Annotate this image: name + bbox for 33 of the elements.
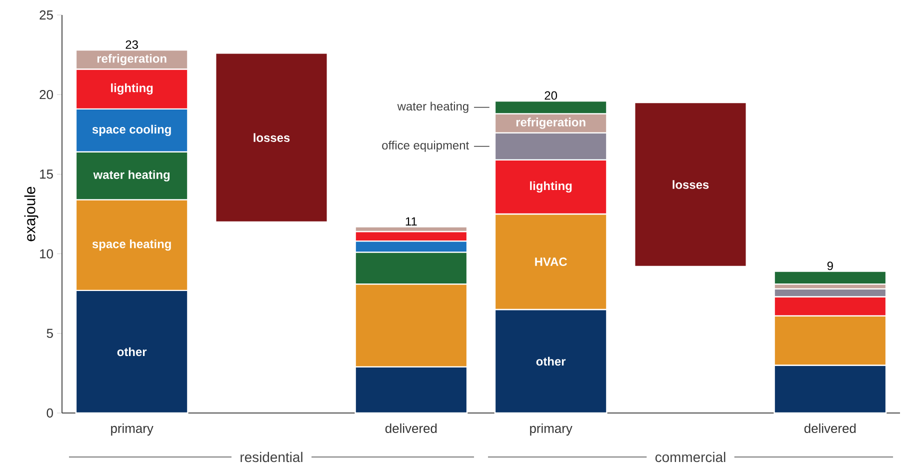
total-label: 11 [406, 217, 417, 226]
data-label: office equipment [382, 140, 469, 152]
data-label: losses [254, 133, 290, 142]
bar [215, 52, 328, 223]
y-tick-label: 20 [40, 90, 53, 100]
total-label: 9 [827, 262, 833, 270]
data-label: HVAC [535, 258, 568, 266]
total-label: 23 [126, 40, 138, 49]
x-tick-label: primary [530, 424, 572, 436]
y-tick-label: 15 [40, 170, 53, 179]
text: commercial [655, 452, 726, 462]
x-tick-label: delivered [385, 424, 437, 434]
data-label: lighting [530, 181, 572, 193]
x-tick-label: primary [111, 424, 154, 436]
data-label: water heating [93, 170, 170, 182]
y-tick-label: 0 [46, 408, 53, 418]
bar [634, 102, 747, 268]
total-label: 20 [544, 91, 558, 100]
y-axis-title: exajoule [24, 186, 38, 242]
x-tick-label: delivered [804, 424, 856, 434]
data-label: other [117, 347, 147, 356]
data-label: space heating [92, 239, 171, 251]
y-tick-label: 5 [46, 328, 53, 338]
text: residential [240, 452, 302, 462]
data-label: refrigeration [516, 118, 586, 129]
data-label: water heating [397, 102, 468, 113]
data-label: refrigeration [97, 54, 166, 66]
data-label: other [536, 356, 566, 366]
y-tick-label: 10 [40, 249, 53, 258]
data-label: space cooling [92, 124, 171, 136]
data-label: lighting [111, 83, 153, 95]
data-label: losses [672, 180, 709, 189]
y-tick-label: 25 [40, 10, 53, 20]
